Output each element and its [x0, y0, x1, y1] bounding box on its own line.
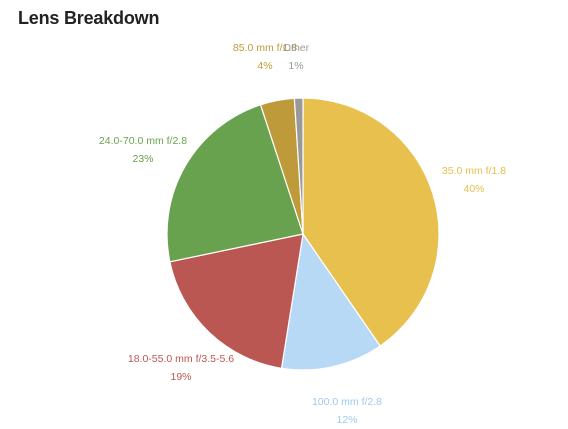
slice-label-2: 18.0-55.0 mm f/3.5-5.6: [128, 353, 234, 365]
slice-percent-2: 19%: [170, 371, 191, 383]
pie-slice-5[interactable]: [293, 97, 304, 235]
slice-percent-0: 40%: [463, 183, 484, 195]
slice-label-5: Other: [283, 42, 310, 54]
slice-label-4: 85.0 mm f/1.8: [233, 42, 297, 54]
slice-percent-1: 12%: [336, 414, 357, 426]
slice-label-1: 100.0 mm f/2.8: [312, 396, 382, 408]
slice-label-0: 35.0 mm f/1.8: [442, 165, 506, 177]
slice-percent-5: 1%: [288, 60, 303, 72]
pie-slice-3[interactable]: [166, 104, 304, 263]
chart-title: Lens Breakdown: [18, 8, 160, 28]
pie-slice-0[interactable]: [302, 97, 440, 347]
slice-label-3: 24.0-70.0 mm f/2.8: [99, 135, 187, 147]
pie-slice-2[interactable]: [169, 233, 304, 369]
pie-slice-1[interactable]: [280, 232, 381, 371]
slice-percent-3: 23%: [132, 153, 153, 165]
slice-percent-4: 4%: [257, 60, 272, 72]
